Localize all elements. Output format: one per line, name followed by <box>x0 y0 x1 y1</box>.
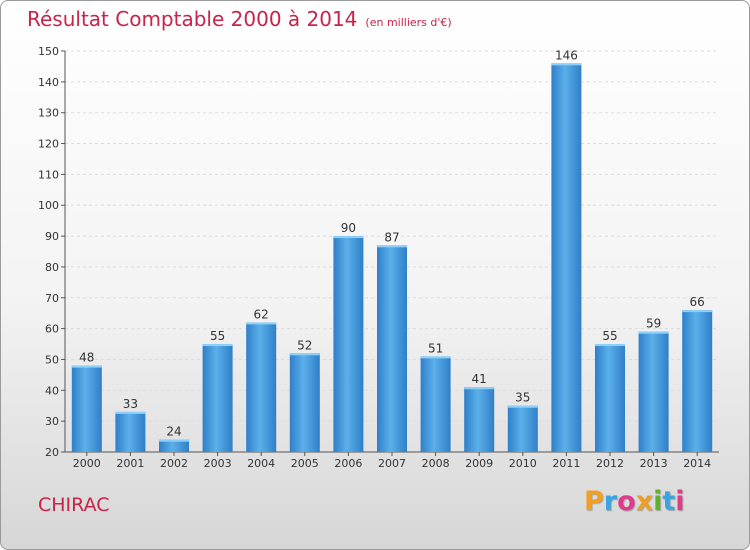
x-tick-label: 2013 <box>640 457 668 470</box>
data-label: 51 <box>428 341 443 355</box>
bar <box>71 365 102 452</box>
data-label: 62 <box>254 307 269 321</box>
bar <box>115 411 146 452</box>
data-label: 55 <box>602 329 617 343</box>
logo-letter: i <box>653 486 663 517</box>
logo-letter: i <box>675 486 685 517</box>
logo-letter: t <box>662 486 676 517</box>
axes: 20 30 40 50 60 70 80 90 100 110 120 130 140 150 2000 20… <box>38 45 719 470</box>
y-tick-label: 40 <box>45 384 59 397</box>
y-tick-label: 20 <box>45 446 59 459</box>
bar <box>595 344 625 452</box>
bar-top-highlight <box>246 322 277 325</box>
bar-top-highlight <box>551 63 582 66</box>
data-label: 41 <box>472 372 487 386</box>
bar-top-highlight <box>202 344 233 347</box>
x-tick-label: 2006 <box>334 457 362 470</box>
y-tick-label: 70 <box>45 292 59 305</box>
chart-subtitle: (en milliers d'€) <box>365 16 452 29</box>
x-tick-label: 2003 <box>204 457 232 470</box>
bar <box>551 63 582 452</box>
bar-top-highlight <box>638 331 669 334</box>
data-label: 52 <box>297 338 312 352</box>
x-tick-label: 2004 <box>247 457 275 470</box>
x-tick-label: 2012 <box>596 457 624 470</box>
x-tick-label: 2011 <box>552 457 580 470</box>
bars <box>71 63 713 452</box>
bar-top-highlight <box>333 236 364 239</box>
bar-top-highlight <box>464 387 495 390</box>
data-label: 55 <box>210 329 225 343</box>
bar-top-highlight <box>682 310 713 313</box>
y-tick-label: 50 <box>45 353 59 366</box>
data-labels: 48 33 24 55 62 52 90 87 51 41 35 146 55 59 66 <box>79 48 705 438</box>
x-tick-label: 2014 <box>683 457 711 470</box>
data-label: 59 <box>646 317 661 331</box>
y-tick-label: 140 <box>38 76 59 89</box>
bar-top-highlight <box>507 405 538 408</box>
x-tick-label: 2010 <box>509 457 537 470</box>
x-tick-label: 2001 <box>116 457 144 470</box>
data-label: 33 <box>123 397 138 411</box>
bar-top-highlight <box>377 245 407 248</box>
y-tick-label: 150 <box>38 45 59 58</box>
data-label: 66 <box>690 295 705 309</box>
proxiti-logo: Proxiti <box>584 486 685 517</box>
title-text: Résultat Comptable 2000 à 2014 <box>27 7 358 31</box>
bar-chart: 20 30 40 50 60 70 80 90 100 110 120 130 140 150 2000 20… <box>38 45 719 470</box>
x-tick-label: 2005 <box>291 457 319 470</box>
y-tick-label: 60 <box>45 323 59 336</box>
bar <box>159 439 189 452</box>
x-tick-label: 2008 <box>422 457 450 470</box>
bar-top-highlight <box>115 411 146 414</box>
data-label: 48 <box>79 351 94 365</box>
data-label: 35 <box>515 391 530 405</box>
logo-letter: o <box>617 486 636 517</box>
y-tick-label: 30 <box>45 415 59 428</box>
bar <box>682 310 713 452</box>
data-label: 90 <box>341 221 356 235</box>
chart-title: Résultat Comptable 2000 à 2014 (en millie… <box>27 7 452 31</box>
bar-top-highlight <box>420 356 451 359</box>
bar-top-highlight <box>289 353 320 356</box>
logo-letter: P <box>584 486 604 517</box>
logo-letter: r <box>603 486 618 517</box>
y-tick-label: 90 <box>45 230 59 243</box>
logo-letter: x <box>635 486 654 517</box>
bar <box>377 245 407 452</box>
x-tick-label: 2009 <box>465 457 493 470</box>
bar-top-highlight <box>595 344 625 347</box>
bar <box>246 322 277 452</box>
y-tick-label: 80 <box>45 261 59 274</box>
data-label: 87 <box>384 230 399 244</box>
x-tick-label: 2000 <box>73 457 101 470</box>
bar <box>202 344 233 452</box>
bar-top-highlight <box>159 439 189 442</box>
x-tick-label: 2007 <box>378 457 406 470</box>
data-label: 24 <box>166 425 181 439</box>
y-tick-label: 100 <box>38 199 59 212</box>
bar <box>333 236 364 452</box>
commune-name: CHIRAC <box>38 494 110 516</box>
bar-top-highlight <box>71 365 102 368</box>
bar <box>420 356 451 452</box>
y-tick-label: 110 <box>38 168 59 181</box>
bar <box>464 387 495 452</box>
bar <box>507 405 538 452</box>
y-tick-label: 120 <box>38 138 59 151</box>
bar <box>289 353 320 452</box>
x-tick-label: 2002 <box>160 457 188 470</box>
bar <box>638 331 669 452</box>
y-tick-label: 130 <box>38 107 59 120</box>
data-label: 146 <box>555 48 578 62</box>
